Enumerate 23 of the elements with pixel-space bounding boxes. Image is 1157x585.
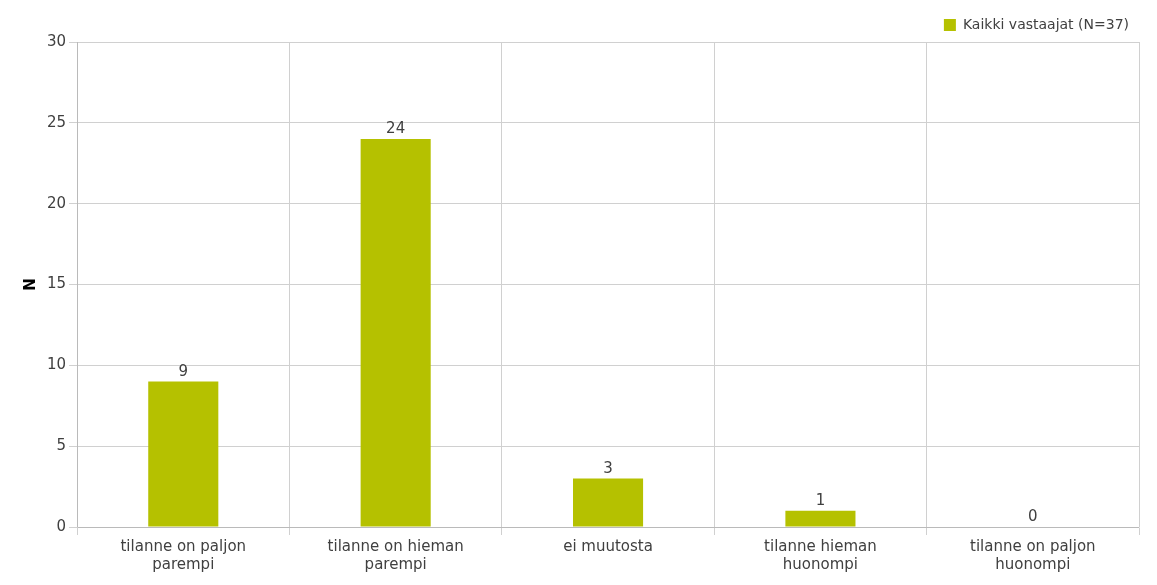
y-tick-label: 5 (56, 436, 67, 455)
bar (573, 478, 644, 527)
y-tick-label: 25 (46, 112, 67, 131)
data-label: 3 (603, 458, 613, 477)
data-label: 0 (1028, 507, 1038, 526)
y-tick-label: 20 (46, 193, 67, 212)
bar (148, 381, 219, 527)
y-tick-label: 0 (56, 516, 67, 535)
x-tick-label: tilanne on paljon huonompi (970, 536, 1096, 573)
data-label: 24 (386, 119, 406, 138)
data-label: 9 (178, 361, 189, 380)
x-tick-label: tilanne hieman huonompi (764, 536, 877, 573)
x-tick-label: tilanne on hieman parempi (327, 536, 464, 573)
x-tick-label: ei muutosta (563, 536, 653, 555)
y-tick-label: 30 (46, 31, 67, 50)
bar (785, 510, 856, 527)
y-tick-label: 10 (46, 355, 67, 374)
legend-label: Kaikki vastaajat (N=37) (962, 15, 1130, 32)
bar (360, 139, 431, 527)
data-label: 1 (815, 491, 826, 510)
y-tick-label: 15 (46, 274, 67, 293)
x-tick-label: tilanne on paljon parempi (120, 536, 247, 573)
y-axis-title: N (20, 278, 39, 291)
